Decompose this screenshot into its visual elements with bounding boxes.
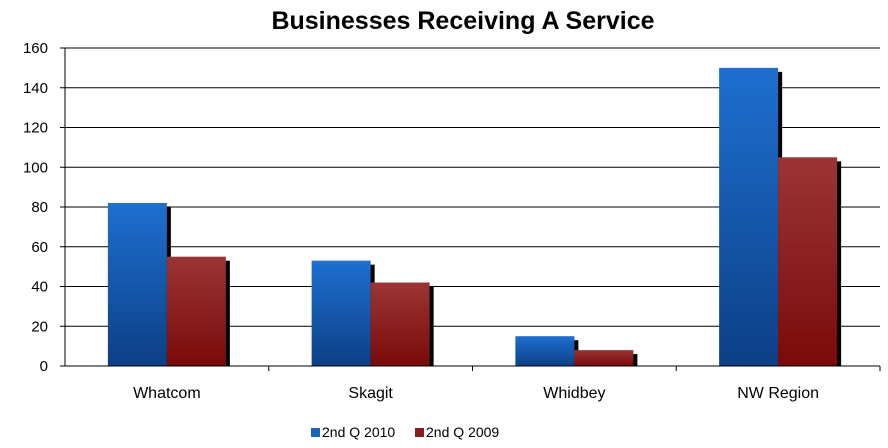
x-category-label: Skagit <box>348 385 393 402</box>
y-tick-label: 20 <box>31 318 48 335</box>
legend-swatch <box>311 428 320 437</box>
y-tick-label: 120 <box>23 120 48 137</box>
legend: 2nd Q 2010 2nd Q 2009 <box>311 424 499 440</box>
x-category-label: Whidbey <box>543 385 605 402</box>
bar-0-0 <box>107 203 167 366</box>
y-axis-ticks: 0 20 40 60 80 100 120 140 160 <box>23 40 65 375</box>
legend-swatch <box>415 428 424 437</box>
bar-1-2 <box>574 350 634 366</box>
y-tick-label: 0 <box>40 358 48 375</box>
y-tick-label: 140 <box>23 80 48 97</box>
bar-0-2 <box>515 336 575 366</box>
bar-0-3 <box>719 67 779 366</box>
y-tick-label: 100 <box>23 159 48 176</box>
bar-1-3 <box>778 157 838 366</box>
chart-title: Businesses Receiving A Service <box>271 7 654 35</box>
y-tick-label: 60 <box>31 239 48 256</box>
bar-1-1 <box>370 282 430 366</box>
bar-1-0 <box>166 256 226 366</box>
bars <box>107 67 838 366</box>
y-tick-label: 40 <box>31 279 48 296</box>
x-category-label: Whatcom <box>133 385 201 402</box>
legend-label: 2nd Q 2010 <box>322 424 395 440</box>
x-axis-categories: Whatcom Skagit Whidbey NW Region <box>133 385 819 402</box>
y-tick-label: 160 <box>23 40 48 57</box>
legend-label: 2nd Q 2009 <box>426 424 499 440</box>
bar-0-1 <box>311 260 371 366</box>
x-category-label: NW Region <box>737 385 819 402</box>
y-tick-label: 80 <box>31 199 48 216</box>
